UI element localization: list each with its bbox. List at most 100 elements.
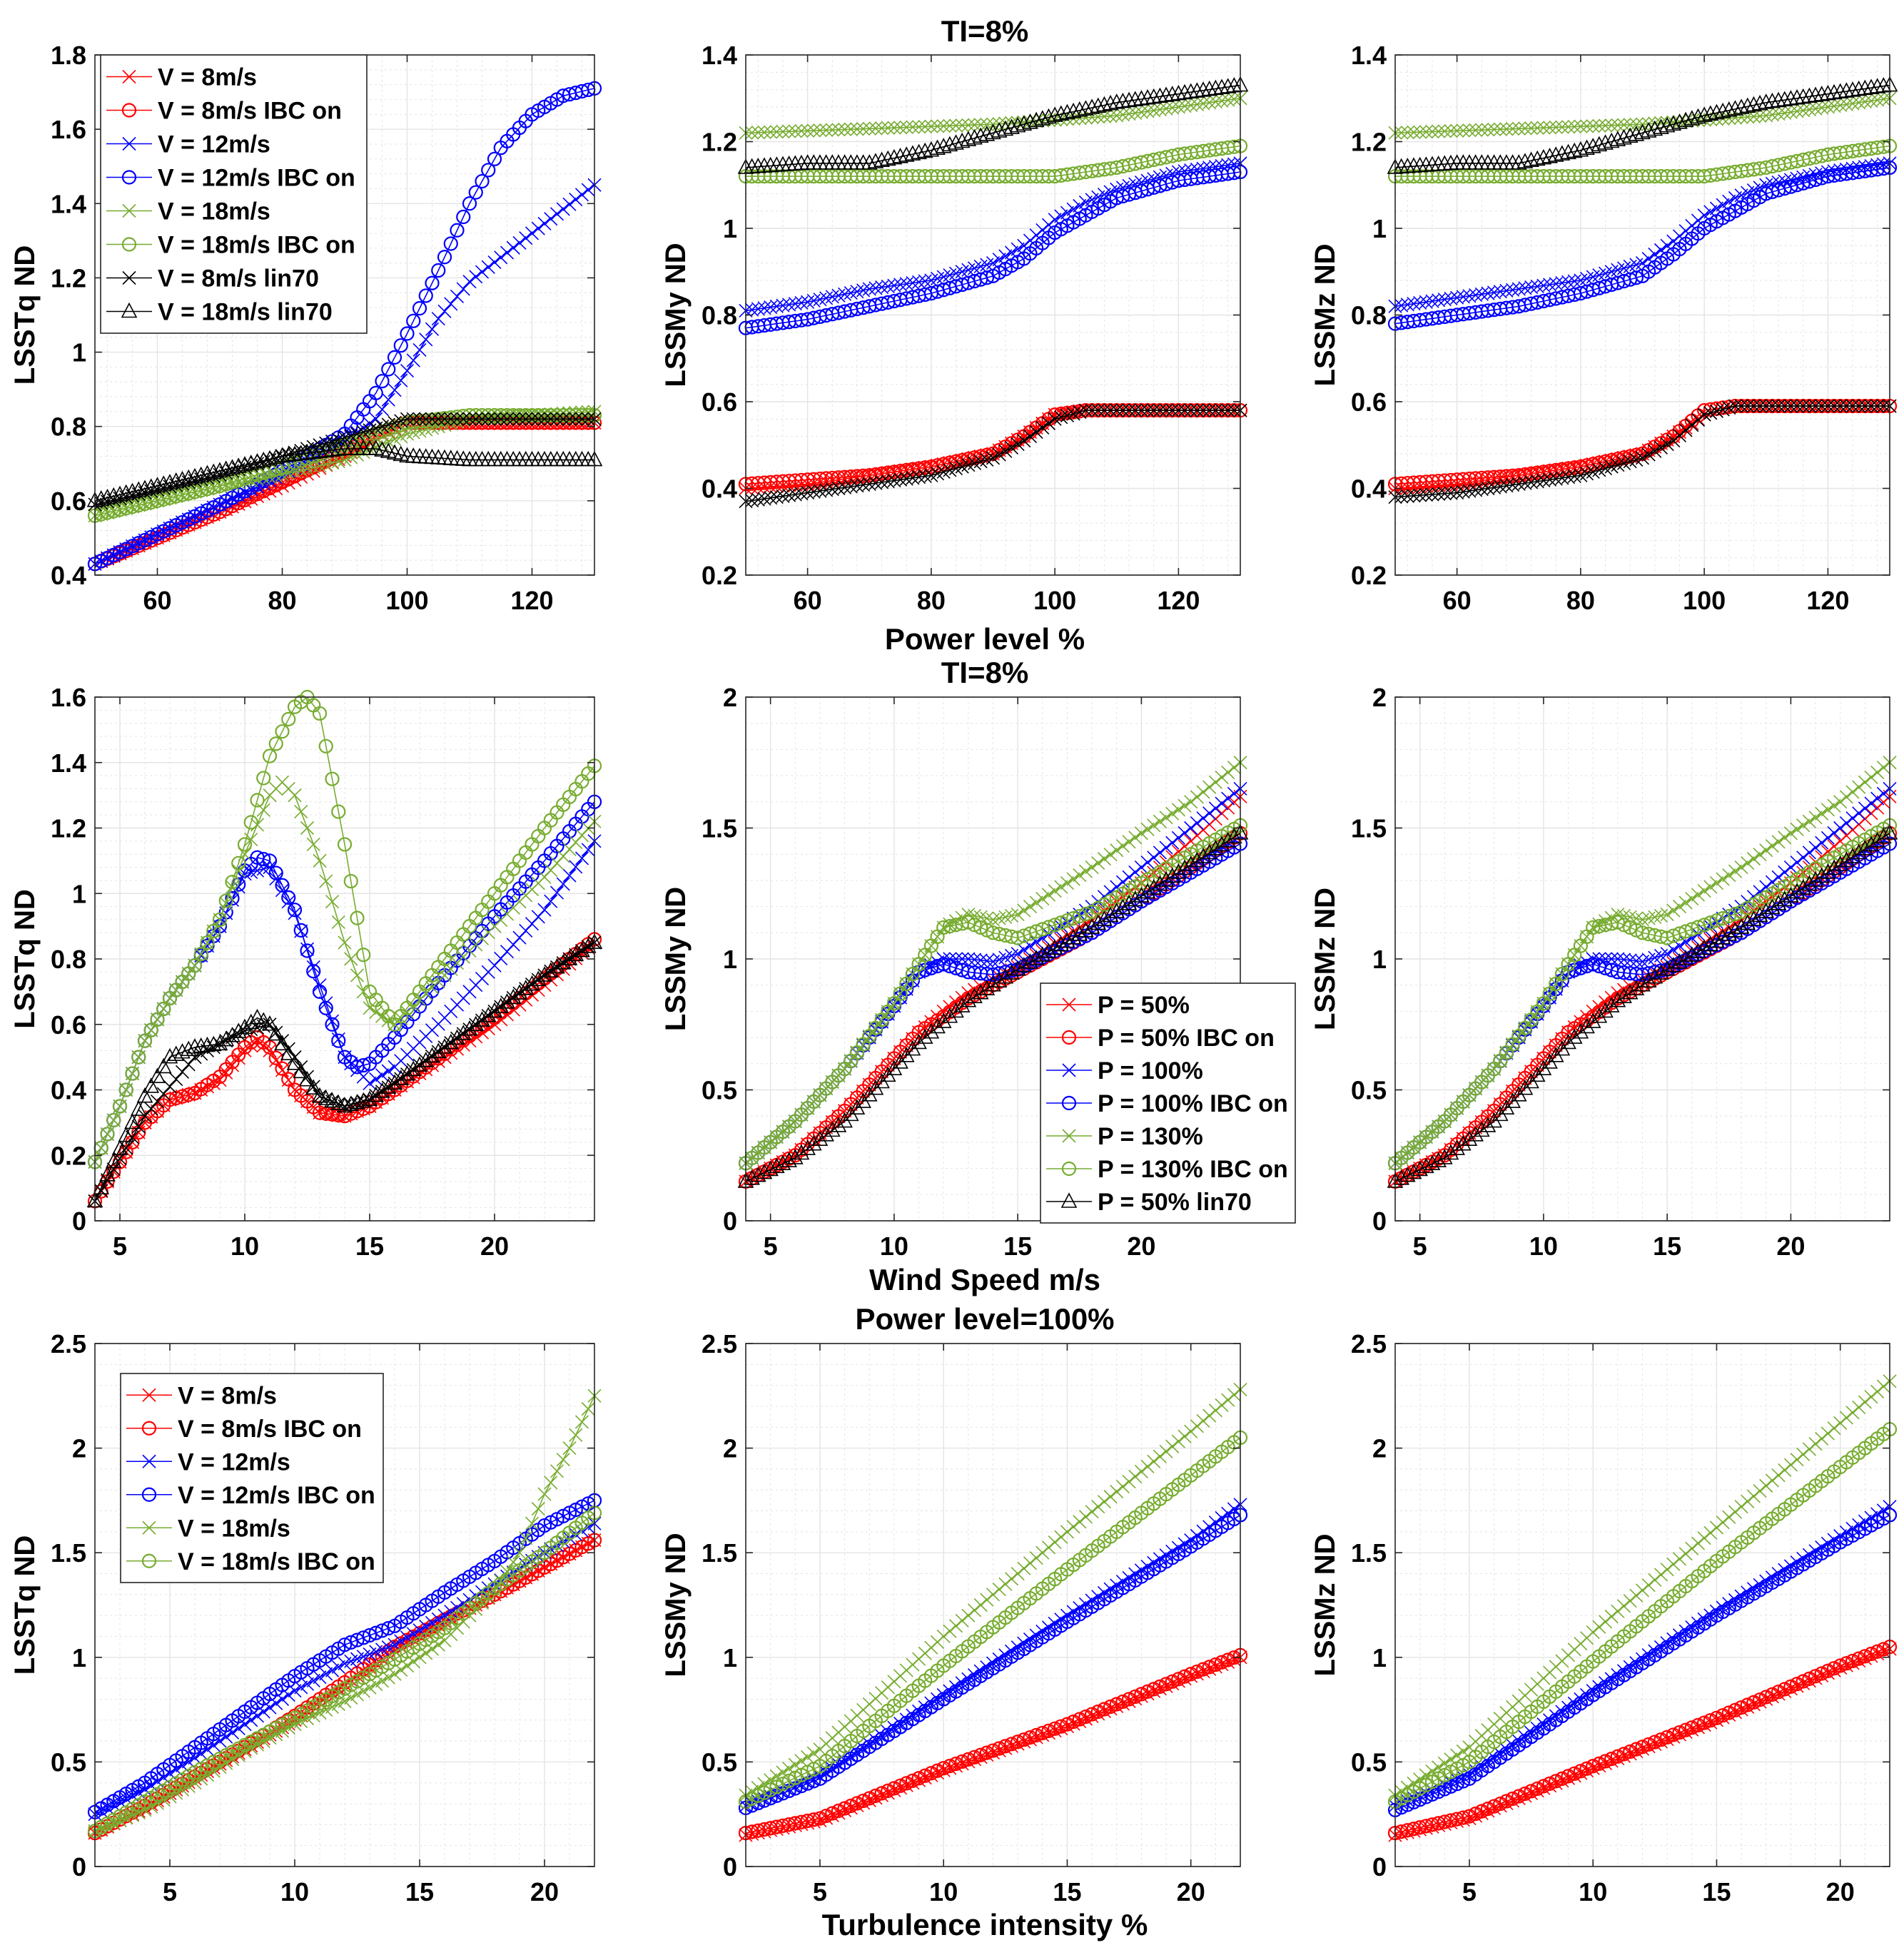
- y-axis-label: LSSMz ND: [1310, 888, 1341, 1030]
- data-point: [1778, 106, 1792, 120]
- data-point: [1734, 399, 1748, 413]
- data-point: [236, 456, 253, 472]
- data-point: [512, 412, 527, 426]
- data-point: [1158, 86, 1175, 102]
- data-point: [757, 125, 771, 140]
- data-point: [444, 297, 458, 311]
- data-point: [769, 490, 784, 504]
- data-point: [1524, 121, 1539, 136]
- y-tick-label: 1.4: [51, 189, 86, 218]
- data-point: [1159, 403, 1173, 417]
- data-point: [305, 443, 322, 459]
- data-point: [1518, 281, 1532, 295]
- data-point: [936, 119, 951, 133]
- data-point: [205, 463, 222, 479]
- data-point: [180, 469, 197, 485]
- data-point: [776, 124, 790, 139]
- data-point: [966, 128, 983, 145]
- data-point: [1140, 104, 1155, 118]
- data-point: [1584, 138, 1601, 153]
- data-point: [1122, 107, 1136, 121]
- series-v-18m-s-lin70: [1387, 76, 1898, 174]
- data-point: [948, 134, 964, 150]
- data-point: [331, 1033, 346, 1048]
- data-point: [1004, 440, 1019, 455]
- data-point: [1096, 96, 1113, 112]
- data-point: [1493, 479, 1507, 494]
- data-point: [537, 903, 552, 917]
- data-point: [879, 150, 896, 166]
- legend-marker: [121, 237, 137, 252]
- data-point: [431, 312, 445, 326]
- data-point: [1073, 111, 1087, 126]
- data-point: [93, 490, 110, 506]
- data-point: [1469, 123, 1483, 137]
- data-point: [906, 471, 920, 485]
- legend-label: V = 18m/s lin70: [158, 299, 333, 326]
- data-point: [406, 412, 420, 426]
- y-tick-label: 0.6: [1351, 387, 1387, 417]
- data-point: [1832, 83, 1849, 99]
- x-tick-label: 60: [143, 586, 171, 615]
- data-point: [1487, 285, 1502, 300]
- data-point: [1083, 98, 1100, 114]
- y-tick-label: 0.8: [702, 301, 737, 330]
- data-point: [887, 473, 901, 488]
- data-point: [929, 139, 946, 156]
- data-point: [1115, 403, 1130, 417]
- data-point: [1165, 101, 1180, 115]
- y-axis-label: LSSTq ND: [9, 245, 41, 385]
- data-point: [149, 477, 166, 492]
- data-point: [1801, 87, 1818, 103]
- data-point: [825, 123, 839, 137]
- data-point: [856, 283, 871, 298]
- data-point: [794, 487, 809, 501]
- data-point: [1127, 91, 1144, 106]
- data-point: [318, 442, 335, 457]
- data-point: [1555, 120, 1569, 134]
- data-point: [1771, 176, 1786, 190]
- data-point: [412, 342, 427, 357]
- data-point: [881, 474, 895, 489]
- data-point: [1134, 105, 1148, 119]
- data-point: [1678, 224, 1693, 238]
- data-point: [381, 1064, 395, 1078]
- data-point: [973, 118, 988, 132]
- data-point: [873, 151, 890, 168]
- data-point: [1702, 105, 1719, 121]
- x-tick-label: 10: [280, 1877, 309, 1906]
- data-point: [280, 446, 297, 462]
- data-point: [393, 338, 408, 353]
- data-point: [1579, 139, 1595, 156]
- legend-entry: V = 12m/s: [106, 131, 270, 158]
- data-point: [1048, 213, 1062, 227]
- data-point: [881, 121, 895, 135]
- data-point: [862, 282, 876, 296]
- data-point: [369, 1072, 383, 1087]
- data-point: [1721, 101, 1738, 117]
- y-tick-label: 0.4: [51, 561, 86, 590]
- data-point: [1413, 488, 1427, 502]
- y-tick-label: 0.6: [51, 487, 86, 516]
- data-point: [1499, 283, 1514, 298]
- data-point: [1825, 83, 1843, 100]
- data-point: [918, 119, 932, 134]
- data-point: [893, 121, 908, 135]
- data-point: [1023, 430, 1038, 444]
- data-point: [1190, 97, 1204, 111]
- data-point: [1609, 131, 1626, 146]
- x-tick-label: 80: [1566, 586, 1595, 615]
- data-point: [1493, 122, 1507, 136]
- data-point: [979, 447, 994, 462]
- data-point: [831, 288, 846, 303]
- legend: V = 8m/s V = 8m/s IBC on V = 12m/s V = 12m/…: [100, 54, 368, 334]
- data-point: [324, 441, 340, 457]
- data-point: [813, 484, 827, 498]
- data-point: [1696, 106, 1713, 122]
- data-point: [1394, 489, 1409, 504]
- data-point: [862, 121, 876, 136]
- data-point: [1591, 136, 1608, 152]
- data-point: [967, 118, 982, 132]
- data-point: [751, 126, 765, 140]
- data-point: [363, 1001, 377, 1015]
